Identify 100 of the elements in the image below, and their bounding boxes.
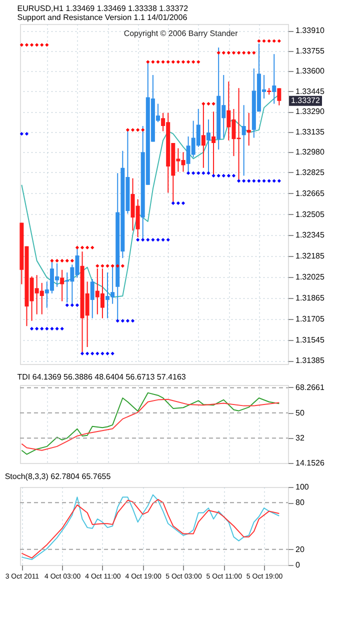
chart-subtitle: Support and Resistance Version 1.1 14/01/2006: [17, 13, 188, 22]
point: [136, 238, 140, 242]
point: [186, 171, 190, 175]
y-tick-label: 1.31865: [296, 293, 325, 302]
point: [40, 326, 44, 330]
point: [116, 319, 120, 323]
y-tick-label: 1.31545: [296, 335, 325, 344]
y-tick-label: 100: [296, 482, 310, 492]
point: [24, 43, 29, 47]
point: [181, 201, 186, 205]
y-tick-label: 1.33910: [296, 26, 325, 36]
point: [20, 43, 24, 47]
point: [277, 39, 281, 43]
point: [171, 201, 175, 205]
point: [130, 128, 135, 132]
point: [247, 50, 251, 55]
point: [110, 352, 114, 356]
point: [196, 171, 200, 175]
candlestick: [272, 54, 276, 104]
point: [222, 174, 226, 178]
point: [75, 246, 80, 250]
point: [192, 60, 196, 64]
point: [30, 326, 34, 330]
point: [146, 60, 150, 64]
point: [267, 39, 271, 43]
point: [106, 352, 110, 356]
point: [262, 179, 266, 183]
point: [176, 60, 180, 64]
text: 1.33372: [291, 96, 320, 105]
point: [45, 43, 49, 47]
y-tick-label: 1.33755: [296, 46, 325, 56]
point: [267, 179, 271, 183]
point: [65, 258, 69, 262]
candlestick: [201, 103, 206, 168]
candlestick: [90, 278, 94, 319]
y-tick-label: 1.32665: [296, 188, 325, 198]
line-series: [21, 392, 280, 455]
point: [100, 352, 104, 356]
annotation: Copyright © 2006 Barry Stander: [124, 29, 238, 38]
point: [45, 326, 49, 330]
point: [70, 303, 74, 307]
line-series: [21, 398, 280, 451]
y-tick-label: 0: [296, 560, 300, 570]
y-tick-label: 1.32185: [296, 252, 325, 261]
point: [20, 132, 24, 136]
point: [226, 174, 230, 178]
y-tick-label: 1.31385: [296, 356, 325, 366]
point: [236, 50, 241, 55]
point: [60, 258, 64, 262]
point: [206, 171, 210, 175]
point: [196, 60, 200, 64]
chart-title: EURUSD,H1 1.33469 1.33469 1.33338 1.33372: [17, 4, 189, 13]
point: [247, 179, 251, 183]
point: [186, 60, 190, 64]
y-tick-label: 1.32345: [296, 230, 325, 240]
point: [212, 102, 216, 106]
point: [166, 238, 170, 242]
point: [30, 43, 34, 47]
y-tick-label: 80: [296, 498, 305, 508]
point: [151, 60, 155, 64]
point: [65, 303, 69, 307]
point: [166, 60, 170, 64]
point: [96, 264, 100, 268]
point: [151, 238, 155, 242]
point: [60, 326, 64, 330]
y-tick-label: 1.32825: [296, 168, 325, 177]
point: [171, 60, 175, 64]
point: [212, 174, 216, 178]
point: [226, 50, 230, 55]
point: [252, 179, 256, 183]
y-tick-label: 1.33135: [296, 127, 325, 136]
point: [126, 128, 130, 132]
point: [96, 352, 100, 356]
point: [236, 179, 241, 183]
point: [110, 264, 114, 268]
y-tick-label: 1.31705: [296, 314, 325, 324]
point: [50, 326, 54, 330]
point: [222, 50, 226, 55]
point: [277, 179, 281, 183]
point: [116, 264, 120, 268]
point: [120, 319, 124, 323]
point: [252, 50, 256, 55]
point: [232, 50, 236, 55]
y-tick-label: 1.33445: [296, 86, 325, 96]
point: [86, 352, 90, 356]
candlestick: [242, 104, 246, 176]
candlestick: [277, 88, 282, 106]
chart-title: TDI 64.1369 56.3886 48.6404 56.6713 57.4163: [17, 372, 186, 382]
point: [80, 352, 84, 356]
point: [80, 246, 84, 250]
point: [35, 326, 39, 330]
point: [156, 60, 160, 64]
point: [141, 238, 145, 242]
point: [202, 102, 206, 106]
point: [126, 319, 130, 323]
point: [35, 43, 39, 47]
point: [40, 43, 44, 47]
point: [100, 264, 104, 268]
point: [90, 352, 94, 356]
point: [202, 171, 206, 175]
